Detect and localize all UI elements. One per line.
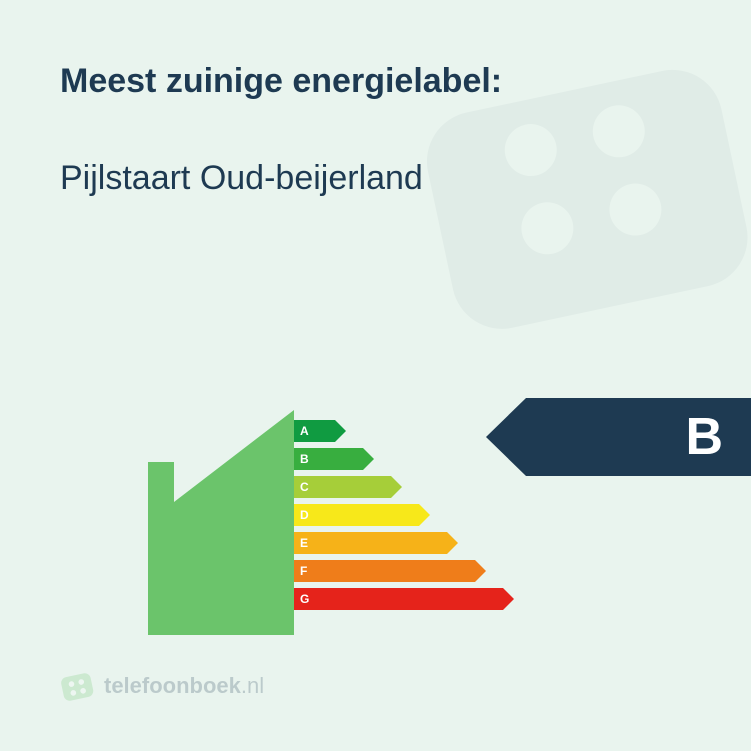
bar-shape [294,588,514,610]
footer-brand: telefoonboek.nl [104,673,264,699]
page-title: Meest zuinige energielabel: [60,62,691,101]
rating-badge: B [486,398,751,476]
bar-letter: F [300,560,307,582]
footer-brand-bold: telefoonboek [104,673,241,698]
footer-brand-tld: .nl [241,673,264,698]
rating-letter: B [685,398,723,476]
footer-logo-icon [60,669,94,703]
bar-letter: C [300,476,309,498]
bar-shape [294,560,486,582]
bar-letter: G [300,588,309,610]
bar-letter: B [300,448,309,470]
house-icon [148,410,294,635]
energy-chart: ABCDEFG B [0,380,751,680]
bar-letter: E [300,532,308,554]
bar-letter: A [300,420,309,442]
location-name: Pijlstaart Oud-beijerland [60,159,691,198]
bar-letter: D [300,504,309,526]
footer: telefoonboek.nl [60,669,264,703]
bar-shape [294,504,430,526]
bar-shape [294,476,402,498]
bar-shape [294,532,458,554]
